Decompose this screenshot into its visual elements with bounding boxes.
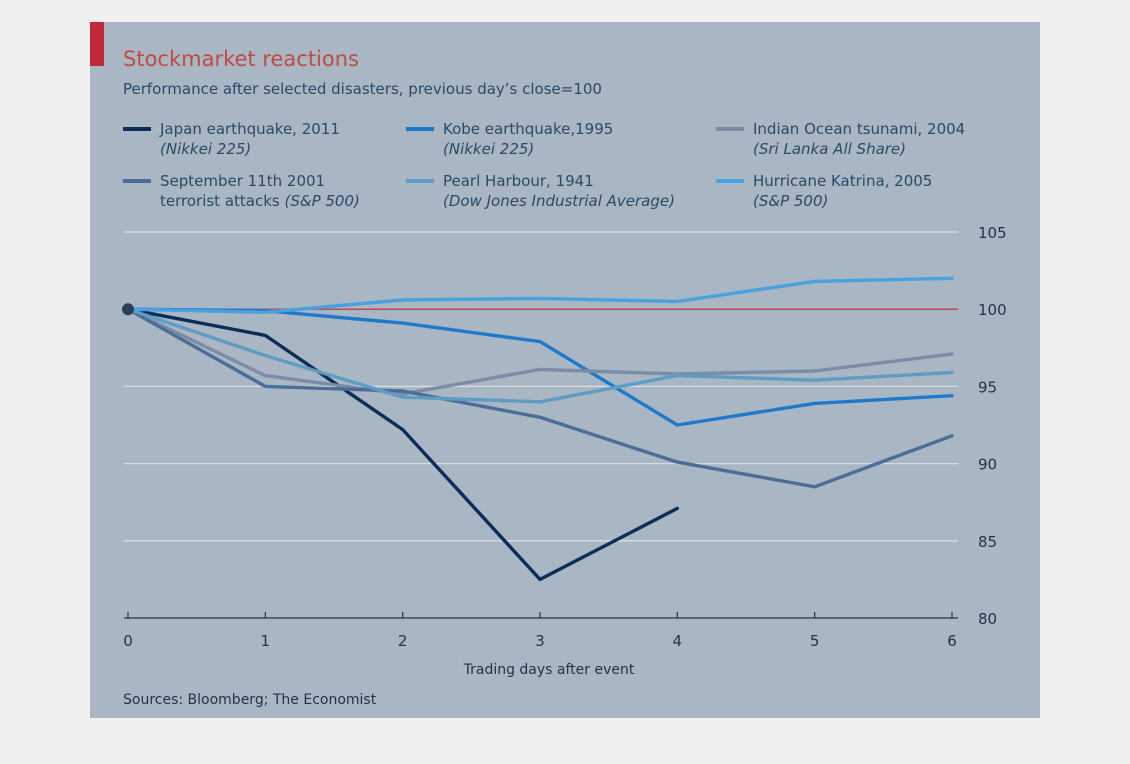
y-tick-label-105: 105 [978, 224, 1007, 242]
chart-subtitle: Performance after selected disasters, pr… [123, 80, 602, 98]
legend-entry-sub-4: terrorist attacks (S&P 500) [160, 192, 360, 210]
y-tick-label-100: 100 [978, 301, 1007, 319]
legend-entry-3: Indian Ocean tsunami, 2004 [753, 120, 965, 138]
x-tick-label-6: 6 [947, 632, 957, 650]
legend-entry-sub-1: (Nikkei 225) [160, 140, 251, 158]
y-tick-label-85: 85 [978, 533, 997, 551]
y-tick-label-80: 80 [978, 610, 997, 628]
x-axis-title: Trading days after event [463, 662, 635, 678]
x-tick-label-5: 5 [810, 632, 820, 650]
chart-figure: Stockmarket reactions Performance after … [90, 22, 1040, 718]
y-tick-label-95: 95 [978, 378, 997, 396]
origin-dot [122, 303, 134, 316]
x-tick-label-3: 3 [535, 632, 545, 650]
legend: Japan earthquake, 2011 (Nikkei 225) Kobe e… [123, 120, 965, 210]
legend-entry-4: September 11th 2001 [160, 172, 325, 190]
source-note: Sources: Bloomberg; The Economist [123, 692, 377, 708]
series-layer [122, 276, 954, 582]
series-line-3 [126, 307, 954, 396]
x-tick-label-1: 1 [261, 632, 271, 650]
series-line-4 [126, 307, 954, 489]
x-tick-label-0: 0 [123, 632, 133, 650]
legend-entry-sub-5: (Dow Jones Industrial Average) [443, 192, 675, 210]
chart-svg: Stockmarket reactions Performance after … [90, 22, 1007, 708]
series-line-6 [126, 276, 954, 314]
legend-entry-2: Kobe earthquake,1995 [443, 120, 613, 138]
x-tick-label-2: 2 [398, 632, 408, 650]
series-line-1 [126, 307, 679, 582]
x-tick-label-4: 4 [673, 632, 683, 650]
legend-entry-5: Pearl Harbour, 1941 [443, 172, 594, 190]
series-line-5 [126, 307, 954, 404]
legend-entry-sub-2: (Nikkei 225) [443, 140, 534, 158]
accent-bar [90, 22, 104, 66]
legend-entry-6: Hurricane Katrina, 2005 [753, 172, 932, 190]
legend-entry-sub-3: (Sri Lanka All Share) [753, 140, 906, 158]
y-tick-label-90: 90 [978, 456, 997, 474]
legend-entry-1: Japan earthquake, 2011 [159, 120, 340, 138]
x-axis: 0 1 2 3 4 5 6 [123, 612, 958, 650]
chart-title: Stockmarket reactions [123, 47, 359, 71]
legend-entry-sub-6: (S&P 500) [753, 192, 828, 210]
